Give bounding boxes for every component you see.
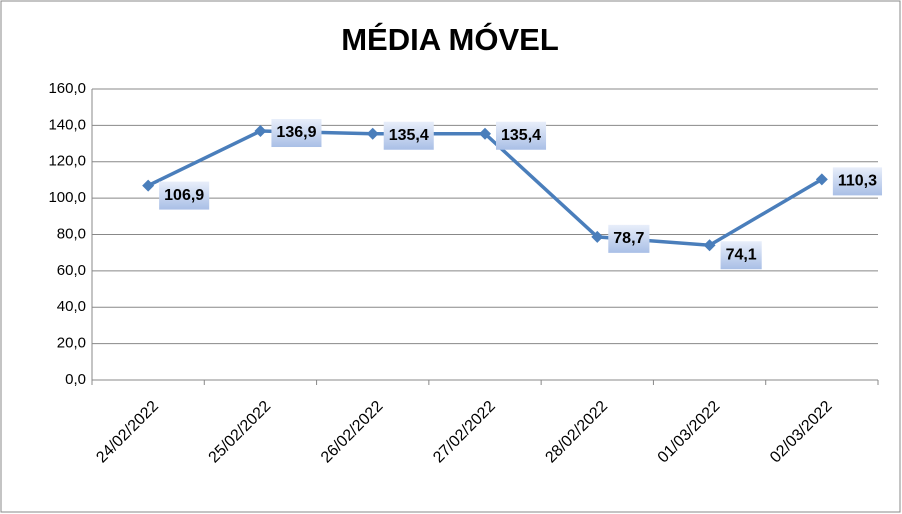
y-tick-label: 120,0 — [48, 153, 86, 170]
data-label-box — [271, 119, 322, 148]
data-label: 136,9 — [271, 119, 322, 148]
data-label: 135,4 — [383, 121, 434, 150]
data-label-box — [496, 121, 547, 150]
data-label-text: 74,1 — [726, 246, 757, 263]
chart-title: MÉDIA MÓVEL — [341, 21, 559, 57]
marker — [815, 173, 828, 186]
y-tick-label: 140,0 — [48, 116, 86, 133]
marker — [254, 125, 267, 138]
y-tick-label: 80,0 — [57, 225, 86, 242]
data-label: 106,9 — [159, 181, 210, 210]
marker — [479, 127, 491, 140]
marker — [142, 179, 155, 192]
data-label-box — [832, 167, 883, 196]
y-tick-label: 0,0 — [65, 371, 86, 388]
data-label-text: 136,9 — [276, 124, 316, 141]
y-tick-label: 60,0 — [57, 262, 86, 279]
data-label: 135,4 — [496, 121, 547, 150]
marker — [366, 127, 379, 140]
data-label: 110,3 — [832, 167, 883, 196]
y-tick-label: 40,0 — [57, 298, 86, 315]
marker — [591, 230, 604, 243]
data-label-text: 135,4 — [501, 127, 541, 144]
data-label-text: 135,4 — [389, 127, 429, 144]
data-label: 74,1 — [720, 241, 762, 270]
data-label-text: 78,7 — [613, 230, 644, 247]
data-label-text: 106,9 — [164, 187, 204, 204]
data-label: 78,7 — [608, 224, 650, 253]
data-label-box — [608, 224, 650, 253]
y-tick-label: 160,0 — [48, 80, 86, 97]
data-label-box — [383, 121, 434, 150]
y-tick-label: 20,0 — [57, 335, 86, 352]
marker — [703, 239, 716, 252]
data-label-box — [720, 241, 762, 270]
data-label-box — [159, 181, 210, 210]
data-label-text: 110,3 — [838, 173, 877, 190]
y-tick-label: 100,0 — [48, 189, 86, 206]
